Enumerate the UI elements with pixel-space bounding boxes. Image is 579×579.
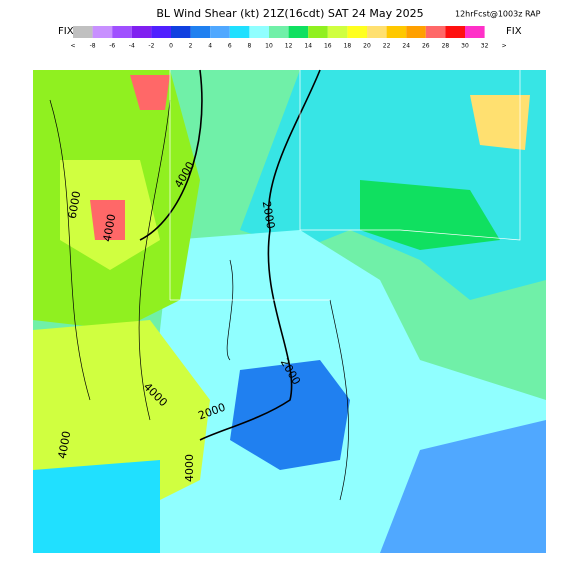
colorbar-label: 4 [208, 43, 212, 50]
colorbar-label: -8 [90, 43, 96, 50]
colorbar-swatch [269, 26, 289, 38]
colorbar-label: 0 [169, 43, 173, 50]
colorbar-label: < [70, 43, 75, 50]
colorbar-swatch [465, 26, 485, 38]
colorbar-swatch [190, 26, 211, 38]
colorbar-swatch [288, 26, 309, 38]
colorbar-swatch [131, 26, 152, 38]
colorbar-swatch [308, 26, 328, 38]
colorbar-label: -4 [129, 43, 135, 50]
colorbar-label: 6 [228, 43, 232, 50]
colorbar-swatch [406, 26, 426, 38]
colorbar-swatch [151, 26, 171, 38]
colorbar-label: 14 [304, 43, 312, 50]
colorbar-swatch [229, 26, 250, 38]
colorbar-swatch [112, 26, 132, 38]
contour-label: 4000 [183, 454, 196, 482]
colorbar-swatch [327, 26, 348, 38]
colorbar-label: -2 [148, 43, 154, 50]
colorbar-swatch [92, 26, 113, 38]
colorbar-label: -6 [109, 43, 115, 50]
colorbar-swatch [249, 26, 269, 38]
colorbar-label: 30 [461, 43, 469, 50]
colorbar-swatch [171, 26, 191, 38]
contour-label: 6000 [66, 190, 84, 220]
colorbar-label: 24 [402, 43, 410, 50]
colorbar-swatch [347, 26, 367, 38]
colorbar-swatch [210, 26, 230, 38]
fix-left: FIX [58, 26, 74, 37]
contour-label: 2000 [260, 200, 278, 230]
colorbar-swatch [445, 26, 465, 38]
colorbar-label: 18 [344, 43, 352, 50]
contour-label: 4000 [101, 213, 119, 243]
colorbar-label: 22 [383, 43, 391, 50]
colorbar-swatch [367, 26, 387, 38]
colorbar-label: 10 [265, 43, 273, 50]
colorbar-label: 20 [363, 43, 371, 50]
colorbar-swatch [73, 26, 93, 38]
contour-label: 4000 [56, 430, 74, 460]
colorbar-label: 12 [285, 43, 293, 50]
colorbar-label: > [502, 43, 507, 50]
fix-right: FIX [506, 26, 522, 37]
colorbar-swatch [386, 26, 407, 38]
colorbar: < -8 -6 -4 -2 0 2 4 6 8 10 12 14 16 18 20 22 24 26 28 30 32 > [70, 26, 507, 50]
map [33, 69, 546, 553]
colorbar-label: 32 [481, 43, 489, 50]
colorbar-swatch [425, 26, 446, 38]
colorbar-label: 16 [324, 43, 332, 50]
colorbar-label: 2 [189, 43, 193, 50]
subtitle: 12hrFcst@1003z RAP [455, 10, 541, 19]
colorbar-label: 8 [247, 43, 251, 50]
title: BL Wind Shear (kt) 21Z(16cdt) SAT 24 May… [156, 7, 423, 20]
colorbar-label: 26 [422, 43, 430, 50]
colorbar-label: 28 [442, 43, 450, 50]
